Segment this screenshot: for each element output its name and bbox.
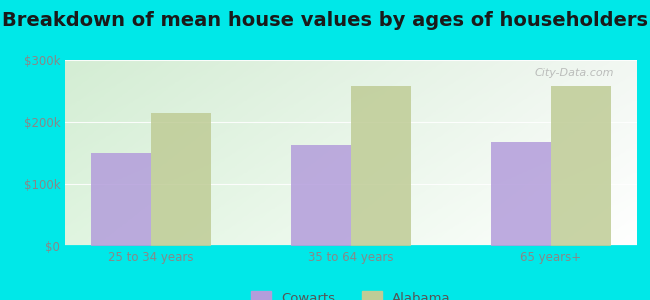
- Bar: [351, 86, 411, 246]
- Bar: [291, 145, 351, 246]
- Bar: [91, 153, 151, 246]
- Legend: Cowarts, Alabama: Cowarts, Alabama: [246, 286, 456, 300]
- Bar: [551, 86, 611, 246]
- Bar: [491, 142, 551, 246]
- Text: Breakdown of mean house values by ages of householders: Breakdown of mean house values by ages o…: [2, 11, 648, 31]
- Text: City-Data.com: City-Data.com: [534, 68, 614, 78]
- Bar: [151, 113, 211, 246]
